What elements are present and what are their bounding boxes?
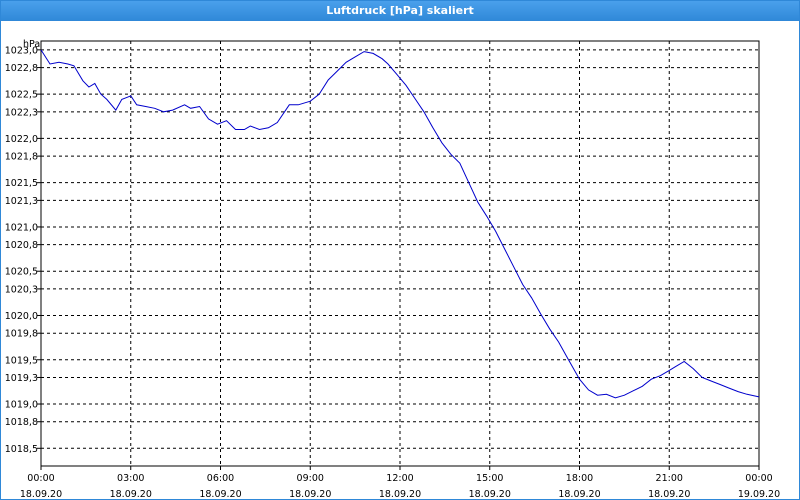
y-tick-label: 1023,0: [5, 45, 38, 56]
x-tick-date: 18.09.20: [20, 489, 62, 497]
y-tick-label: 1018,5: [5, 444, 38, 455]
y-tick-label: 1019,3: [5, 373, 38, 384]
grid-lines: [41, 41, 759, 466]
y-tick-label: 1021,0: [5, 222, 38, 233]
y-tick-label: 1021,3: [5, 196, 38, 207]
series-line: [40, 49, 760, 399]
x-tick-date: 18.09.20: [469, 489, 511, 497]
y-tick-label: 1019,8: [5, 329, 38, 340]
y-tick-label: 1018,8: [5, 417, 38, 428]
y-tick-label: 1020,3: [5, 284, 38, 295]
x-tick-date: 18.09.20: [289, 489, 331, 497]
x-tick-date: 18.09.20: [648, 489, 690, 497]
y-axis-unit: hPa: [23, 39, 40, 50]
x-tick-time: 06:00: [207, 473, 234, 484]
x-tick-time: 21:00: [656, 473, 683, 484]
series-group: [40, 49, 760, 399]
y-tick-label: 1022,5: [5, 90, 38, 101]
y-tick-label: 1019,0: [5, 400, 38, 411]
y-tick-label: 1022,0: [5, 134, 38, 145]
pressure-chart: 1023,0 1022,8 1022,5 1022,3 1022,0 1021,8 1021…: [5, 39, 780, 497]
x-axis: 00:00 18.09.20 03:00 18.09.20 06:00 18.09.20 0…: [20, 466, 780, 497]
y-tick-label: 1020,0: [5, 311, 38, 322]
x-tick-date: 18.09.20: [379, 489, 421, 497]
y-tick-label: 1022,3: [5, 107, 38, 118]
y-tick-label: 1021,8: [5, 152, 38, 163]
x-tick-date: 19.09.20: [738, 489, 780, 497]
y-tick-label: 1019,5: [5, 355, 38, 366]
y-axis: 1023,0 1022,8 1022,5 1022,3 1022,0 1021,8 1021…: [5, 45, 41, 455]
y-tick-label: 1020,5: [5, 267, 38, 278]
x-tick-date: 18.09.20: [558, 489, 600, 497]
x-tick-time: 03:00: [117, 473, 144, 484]
y-tick-label: 1022,8: [5, 63, 38, 74]
x-tick-date: 18.09.20: [110, 489, 152, 497]
x-tick-time: 00:00: [745, 473, 772, 484]
x-tick-time: 09:00: [297, 473, 324, 484]
x-tick-date: 18.09.20: [199, 489, 241, 497]
y-tick-label: 1020,8: [5, 240, 38, 251]
x-tick-time: 12:00: [386, 473, 413, 484]
x-tick-time: 15:00: [476, 473, 503, 484]
window-title: Luftdruck [hPa] skaliert: [1, 1, 799, 21]
y-tick-label: 1021,5: [5, 178, 38, 189]
x-tick-time: 00:00: [27, 473, 54, 484]
x-tick-time: 18:00: [566, 473, 593, 484]
